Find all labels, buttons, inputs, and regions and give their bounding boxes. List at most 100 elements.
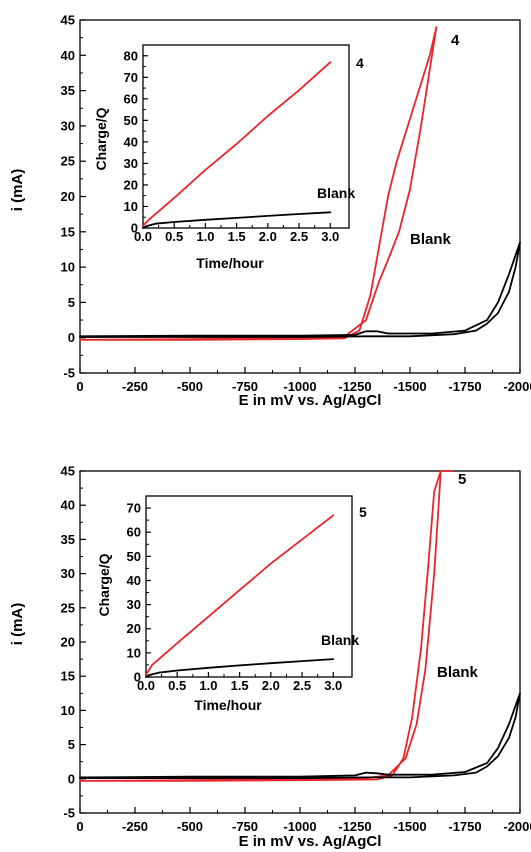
bottom-main-x-tick-label: -1250	[338, 819, 371, 834]
bottom-inset-y-tick-label: 10	[127, 645, 141, 660]
top-inset-x-tick-label: 3.0	[321, 229, 339, 244]
bottom-main-x-tick-label: -750	[232, 819, 258, 834]
bottom-inset-y-label: Charge/Q	[96, 553, 112, 616]
top-main-x-tick-label: -500	[177, 379, 203, 394]
top-annotation-blank: Blank	[410, 231, 452, 248]
top-main-series-blank	[79, 241, 521, 338]
bottom-main-series-blank	[79, 692, 521, 779]
top-inset-annotation-blank: Blank	[317, 185, 355, 201]
bottom-inset-frame	[145, 495, 353, 678]
top-main-x-tick-label: -1250	[338, 379, 371, 394]
chart-top: 0-250-500-750-1000-1250-1500-1750-2000-5…	[9, 13, 531, 410]
top-y-axis-label: i (mA)	[9, 169, 26, 212]
top-inset-y-tick-label: 30	[124, 156, 138, 171]
bottom-inset-y-tick-label: 0	[134, 670, 141, 685]
top-main-y-tick-label: 5	[68, 295, 75, 310]
bottom-main-y-tick-label: 15	[61, 669, 75, 684]
top-inset-x-tick-label: 1.5	[228, 229, 246, 244]
bottom-main-y-tick-label: 5	[68, 737, 75, 752]
bottom-inset-y-tick-label: 70	[127, 501, 141, 516]
bottom-main-x-tick-label: -1000	[283, 819, 316, 834]
top-main-y-tick-label: 25	[61, 154, 75, 169]
top-annotation-4: 4	[451, 32, 460, 49]
top-inset-x-tick-label: 1.0	[196, 229, 214, 244]
top-main-x-tick-label: -1500	[393, 379, 426, 394]
bottom-main-y-tick-label: -5	[63, 806, 75, 821]
bottom-main-y-tick-label: 45	[61, 464, 75, 479]
top-main-y-tick-label: 35	[61, 83, 75, 98]
top-main-x-tick-label: -1000	[283, 379, 316, 394]
top-inset-y-tick-label: 60	[124, 91, 138, 106]
bottom-inset-x-label: Time/hour	[194, 697, 262, 713]
bottom-inset-y-tick-label: 40	[127, 573, 141, 588]
bottom-annotation-5: 5	[458, 471, 466, 488]
top-inset-x-tick-label: 0.5	[165, 229, 183, 244]
top-main-y-tick-label: 40	[61, 48, 75, 63]
bottom-inset-annotation-blank: Blank	[321, 632, 359, 648]
bottom-inset-series	[145, 514, 335, 678]
bottom-inset-y-tick-label: 60	[127, 525, 141, 540]
top-inset-x-tick-label: 2.0	[259, 229, 277, 244]
top-x-axis-label: E in mV vs. Ag/AgCl	[239, 392, 382, 409]
top-inset-frame	[142, 44, 350, 229]
top-inset-x-label: Time/hour	[196, 255, 264, 271]
bottom-inset-axes: 0.0 0.5 1.0 1.5 2.0 2.5 3.0 0 10 20 30 40 50 60 70	[127, 495, 353, 693]
bottom-inset-series-5	[145, 514, 335, 676]
top-inset-y-tick-label: 50	[124, 113, 138, 128]
top-main-x-tick-label: -1750	[448, 379, 481, 394]
bottom-inset-annotation-5: 5	[359, 504, 367, 520]
chart-bottom: 0-250-500-750-1000-1250-1500-1750-2000-5…	[9, 464, 531, 851]
bottom-inset-x-tick-label: 1.5	[231, 678, 249, 693]
top-main-x-tick-label: -2000	[503, 379, 531, 394]
bottom-main-series	[79, 470, 521, 782]
top-main-y-tick-label: 45	[61, 13, 75, 28]
top-inset-series	[142, 61, 332, 229]
bottom-y-axis-label: i (mA)	[9, 603, 26, 646]
top-inset-y-label: Charge/Q	[93, 107, 109, 170]
bottom-inset: 0.0 0.5 1.0 1.5 2.0 2.5 3.0 0 10 20 30 40 50 60 70 Tim…	[96, 495, 367, 713]
top-main-axes: 0-250-500-750-1000-1250-1500-1750-2000-5…	[61, 13, 531, 395]
bottom-main-y-tick-label: 20	[61, 635, 75, 650]
top-main-x-tick-label: -750	[232, 379, 258, 394]
top-inset-y-tick-label: 80	[124, 48, 138, 63]
top-main-y-tick-label: 30	[61, 118, 75, 133]
bottom-main-axes: 0-250-500-750-1000-1250-1500-1750-2000-5…	[61, 464, 531, 835]
top-inset-series-4	[142, 61, 332, 227]
bottom-main-y-tick-label: 40	[61, 498, 75, 513]
top-inset-annotation-4: 4	[356, 55, 364, 71]
top-main-x-tick-label: 0	[76, 379, 83, 394]
top-inset-y-tick-label: 0	[131, 221, 138, 236]
bottom-main-y-tick-label: 10	[61, 703, 75, 718]
bottom-x-axis-label: E in mV vs. Ag/AgCl	[239, 833, 382, 850]
bottom-annotation-blank: Blank	[437, 664, 479, 681]
top-inset-x-tick-label: 0.0	[134, 229, 152, 244]
bottom-inset-y-tick-label: 50	[127, 549, 141, 564]
bottom-main-x-tick-label: -1500	[393, 819, 426, 834]
bottom-inset-y-tick-label: 30	[127, 597, 141, 612]
top-inset-series-blank	[142, 211, 332, 229]
bottom-inset-background	[146, 496, 352, 677]
bottom-inset-x-tick-label: 0.0	[137, 678, 155, 693]
bottom-main-y-tick-label: 30	[61, 566, 75, 581]
bottom-main-x-tick-label: -2000	[503, 819, 531, 834]
bottom-inset-x-tick-label: 2.0	[262, 678, 280, 693]
bottom-main-y-tick-label: 0	[68, 771, 75, 786]
top-main-y-tick-label: 0	[68, 330, 75, 345]
bottom-inset-y-tick-label: 20	[127, 621, 141, 636]
top-main-y-tick-label: 20	[61, 189, 75, 204]
top-inset-y-tick-label: 40	[124, 134, 138, 149]
bottom-main-y-tick-label: 25	[61, 600, 75, 615]
top-main-series	[79, 26, 521, 341]
top-main-series-4	[79, 26, 438, 341]
bottom-main-x-tick-label: 0	[76, 819, 83, 834]
bottom-main-x-tick-label: -250	[122, 819, 148, 834]
bottom-inset-series-blank	[145, 658, 335, 678]
top-main-y-tick-label: 15	[61, 224, 75, 239]
top-inset-y-tick-label: 20	[124, 177, 138, 192]
bottom-inset-x-tick-label: 1.0	[199, 678, 217, 693]
bottom-inset-x-tick-label: 0.5	[168, 678, 186, 693]
bottom-main-series-5	[79, 470, 453, 782]
bottom-main-y-tick-label: 35	[61, 532, 75, 547]
top-inset-y-tick-label: 70	[124, 70, 138, 85]
